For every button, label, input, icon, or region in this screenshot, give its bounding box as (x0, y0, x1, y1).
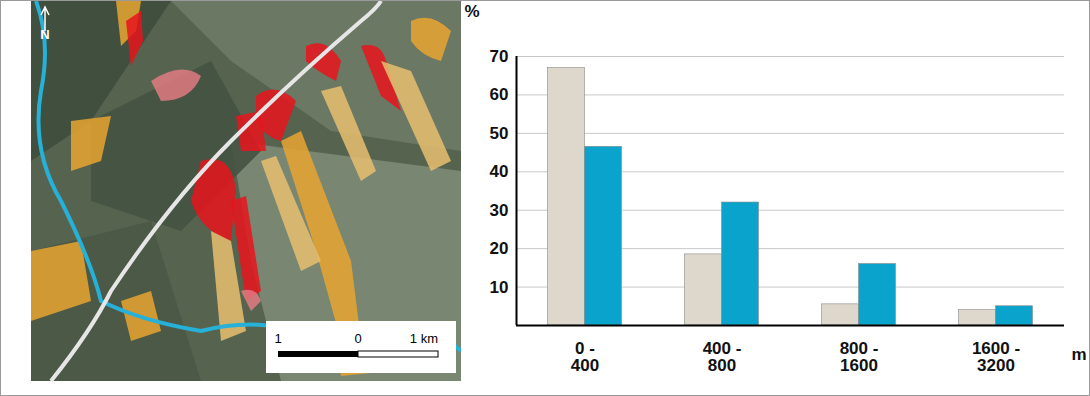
svg-text:50: 50 (490, 124, 509, 143)
svg-text:1600 -3200: 1600 -3200 (972, 339, 1020, 375)
svg-text:40: 40 (490, 162, 509, 181)
svg-text:800 -1600: 800 -1600 (840, 339, 879, 375)
svg-text:1: 1 (274, 331, 281, 346)
svg-text:1 km: 1 km (410, 331, 438, 346)
svg-text:%: % (465, 2, 480, 21)
svg-text:0 -400: 0 -400 (571, 339, 599, 375)
svg-text:20: 20 (490, 239, 509, 258)
svg-text:N: N (40, 27, 49, 42)
svg-text:30: 30 (490, 201, 509, 220)
svg-text:400 -800: 400 -800 (703, 339, 742, 375)
svg-text:m: m (1071, 345, 1086, 364)
svg-text:0: 0 (354, 331, 361, 346)
svg-text:70: 70 (490, 47, 509, 66)
svg-text:60: 60 (490, 85, 509, 104)
svg-text:10: 10 (490, 278, 509, 297)
